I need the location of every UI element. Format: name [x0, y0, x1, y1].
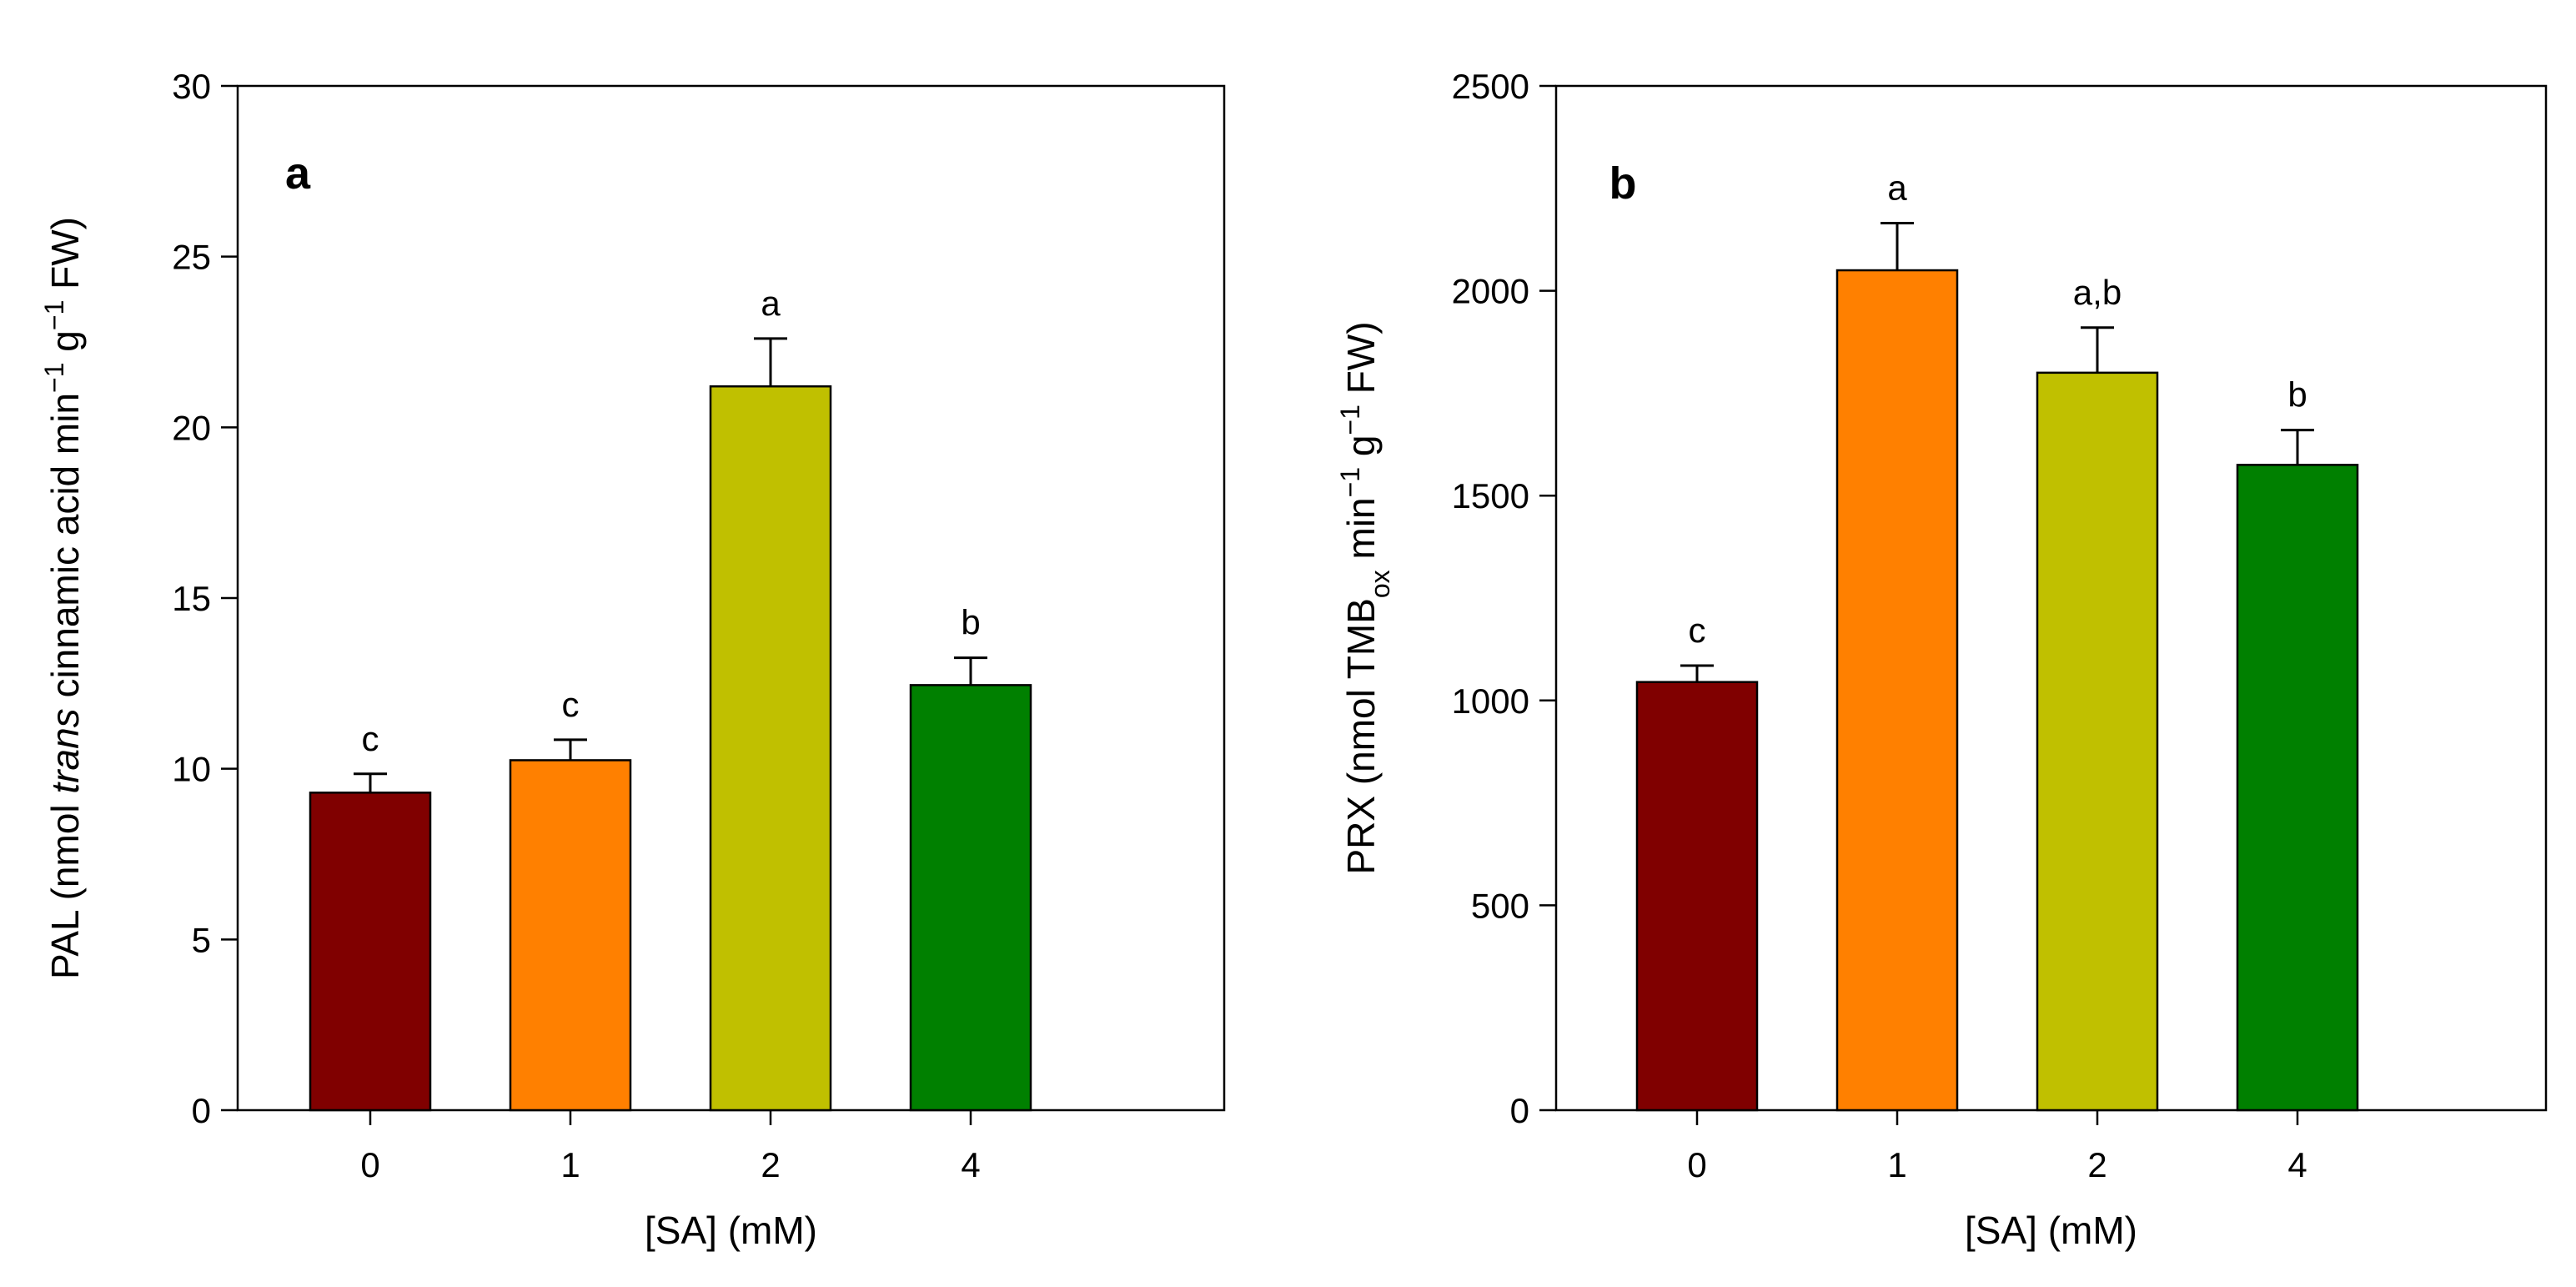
bar [709, 385, 832, 1112]
x-tick-label: 0 [360, 1145, 379, 1184]
x-tick-label: 4 [961, 1145, 980, 1184]
y-axis-label-part: −1 [39, 362, 69, 392]
significance-label: b [2287, 375, 2307, 415]
y-tick-label: 2000 [1452, 272, 1529, 311]
x-tick-label: 4 [2287, 1145, 2307, 1184]
bar [1835, 269, 1959, 1112]
significance-label: c [362, 719, 379, 758]
significance-label: a [761, 284, 781, 323]
y-axis-label-part: PRX (nmol TMB [1339, 598, 1383, 874]
y-axis-label-part: g [43, 330, 87, 362]
y-tick-label: 1500 [1452, 476, 1529, 515]
bar [309, 792, 432, 1112]
y-tick-label: 0 [1510, 1091, 1529, 1130]
y-axis-label-part: ox [1365, 570, 1395, 598]
bar [2036, 371, 2159, 1112]
significance-label: a [1887, 168, 1907, 208]
y-tick-label: 15 [172, 579, 211, 618]
y-axis-label-part: FW) [43, 217, 87, 300]
panel-label: b [1609, 158, 1637, 209]
significance-label: c [1689, 611, 1706, 650]
x-axis-label: [SA] (mM) [645, 1209, 817, 1252]
y-axis-label-part: PAL (nmol [43, 794, 87, 979]
y-tick-label: 20 [172, 408, 211, 447]
y-axis-label-part: FW) [1339, 321, 1383, 405]
x-axis-label: [SA] (mM) [1965, 1209, 2137, 1252]
y-axis-label-part: −1 [39, 300, 69, 330]
bar [2236, 464, 2359, 1112]
x-tick-label: 2 [761, 1145, 780, 1184]
y-axis-label-part: −1 [1335, 467, 1365, 497]
significance-label: c [562, 685, 580, 724]
bar [1635, 681, 1759, 1112]
y-tick-label: 0 [192, 1091, 211, 1130]
y-tick-label: 25 [172, 238, 211, 277]
y-axis-label: PAL (nmol trans cinnamic acid min−1 g−1 … [39, 217, 87, 979]
significance-label: a,b [2073, 273, 2122, 312]
chart-panel-a: 0 5 10 15 20 25 30 0 c 1 c 2 a 4 b a [SA] (mM) PAL (nmol … [39, 67, 1226, 1252]
chart-panel-b: 0 500 1000 1500 2000 2500 0 c 1 a 2 a,b 4 b b [SA] (mM)… [1335, 67, 2548, 1252]
y-axis-label: PRX (nmol TMBox min−1 g−1 FW) [1335, 321, 1395, 874]
x-tick-label: 1 [560, 1145, 580, 1184]
y-axis-label-part: g [1339, 435, 1383, 467]
significance-label: b [961, 603, 980, 642]
y-tick-label: 30 [172, 67, 211, 106]
y-axis-label-part: trans [43, 708, 87, 793]
bar [509, 759, 632, 1112]
y-tick-label: 2500 [1452, 67, 1529, 106]
y-tick-label: 500 [1471, 886, 1529, 925]
y-axis-label-part: cinnamic acid min [43, 393, 87, 708]
bar [909, 684, 1032, 1112]
panel-label: a [285, 148, 311, 199]
y-axis-label-part: −1 [1335, 405, 1365, 435]
x-tick-label: 2 [2087, 1145, 2106, 1184]
x-tick-label: 0 [1687, 1145, 1706, 1184]
x-tick-label: 1 [1887, 1145, 1906, 1184]
y-axis-label-part: min [1339, 497, 1383, 570]
y-tick-label: 10 [172, 750, 211, 789]
y-tick-label: 5 [192, 920, 211, 959]
y-tick-label: 1000 [1452, 681, 1529, 721]
